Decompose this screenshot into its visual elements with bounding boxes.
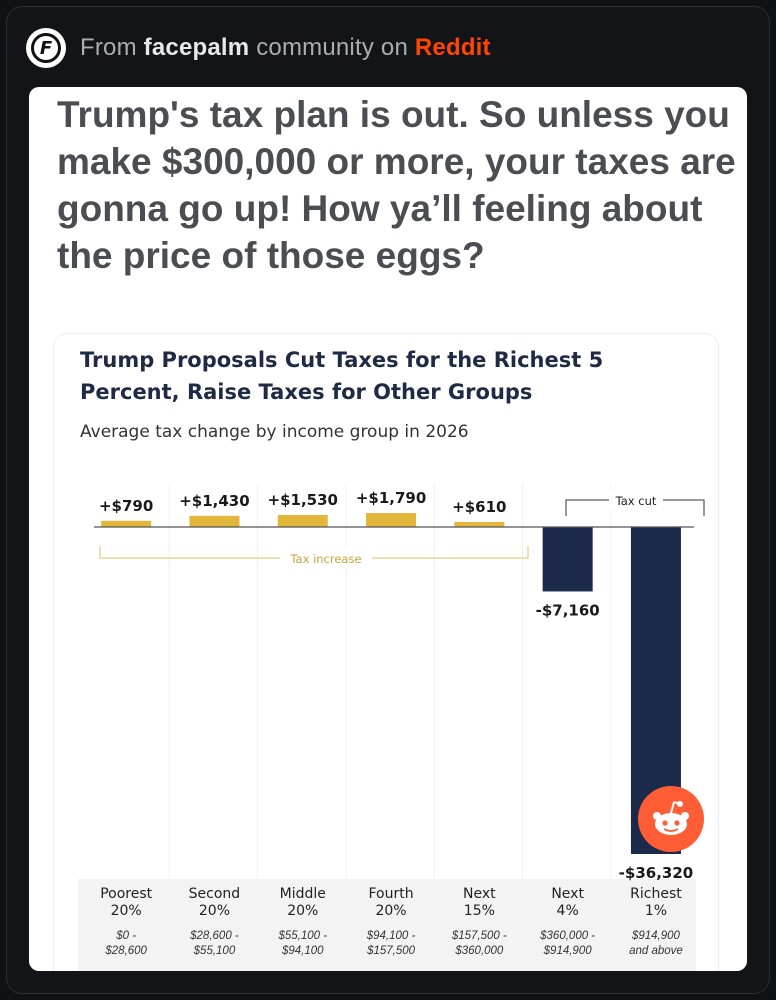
range-label: $55,100 - bbox=[277, 930, 327, 942]
community-link[interactable]: facepalm bbox=[143, 34, 250, 61]
category-label: 4% bbox=[557, 903, 579, 919]
bar bbox=[366, 513, 417, 527]
data-label: -$36,320 bbox=[619, 864, 694, 882]
bar bbox=[189, 515, 240, 527]
category-label: Second bbox=[189, 886, 241, 902]
category-label: Middle bbox=[280, 886, 326, 902]
post-title: Trump's tax plan is out. So unless you m… bbox=[57, 94, 736, 276]
range-label: $914,900 bbox=[543, 945, 593, 957]
range-label: $28,600 bbox=[104, 945, 147, 957]
post-header: F From facepalm community on Reddit bbox=[26, 28, 491, 68]
category-label: 20% bbox=[287, 903, 318, 919]
community-avatar[interactable]: F bbox=[26, 28, 66, 68]
platform-link[interactable]: Reddit bbox=[414, 34, 491, 61]
chart-title: Trump Proposals Cut Taxes for the Riches… bbox=[80, 348, 604, 404]
range-label: $55,100 bbox=[193, 945, 236, 957]
range-label: $157,500 bbox=[366, 945, 416, 957]
chart-subtitle: Average tax change by income group in 20… bbox=[80, 422, 469, 442]
category-band bbox=[78, 879, 696, 971]
range-label: $94,100 - bbox=[366, 930, 416, 942]
data-label: +$610 bbox=[452, 498, 506, 516]
data-label: +$1,530 bbox=[268, 491, 338, 509]
source-prefix: From bbox=[80, 34, 137, 61]
bar bbox=[542, 527, 593, 592]
bar bbox=[454, 522, 505, 527]
category-label: Richest bbox=[630, 886, 682, 902]
data-label: -$7,160 bbox=[536, 601, 600, 619]
post-card: Trump's tax plan is out. So unless you m… bbox=[29, 87, 747, 971]
category-label: Next bbox=[551, 886, 584, 902]
category-label: 1% bbox=[645, 903, 667, 919]
tax-cut-label-bg bbox=[609, 491, 663, 509]
tax-cut-label: Tax cut bbox=[615, 494, 657, 508]
range-label: $28,600 - bbox=[189, 930, 239, 942]
chart-panel: Trump Proposals Cut Taxes for the Riches… bbox=[53, 333, 719, 971]
bar bbox=[277, 515, 328, 527]
category-label: 15% bbox=[464, 903, 495, 919]
category-label: Fourth bbox=[368, 886, 413, 902]
data-label: +$1,430 bbox=[179, 492, 249, 510]
range-label: $360,000 - bbox=[539, 930, 595, 942]
reddit-snoo-icon[interactable] bbox=[640, 788, 702, 850]
category-label: Next bbox=[463, 886, 496, 902]
community-logo-icon: F bbox=[31, 33, 61, 63]
range-label: $360,000 bbox=[454, 945, 504, 957]
range-label: $157,500 - bbox=[451, 930, 507, 942]
range-label: $0 - bbox=[115, 930, 136, 942]
range-label: and above bbox=[629, 945, 683, 957]
data-label: +$790 bbox=[99, 497, 153, 515]
category-label: Poorest bbox=[100, 886, 152, 902]
source-middle: community on bbox=[256, 34, 408, 61]
category-label: 20% bbox=[111, 903, 142, 919]
tax-increase-label-bg bbox=[280, 549, 372, 567]
range-label: $94,100 bbox=[281, 945, 324, 957]
category-label: 20% bbox=[375, 903, 406, 919]
data-label: +$1,790 bbox=[356, 489, 426, 507]
tax-increase-label: Tax increase bbox=[289, 552, 361, 566]
bar bbox=[101, 520, 152, 527]
range-label: $914,900 bbox=[631, 930, 681, 942]
category-label: 20% bbox=[199, 903, 230, 919]
source-line: From facepalm community on Reddit bbox=[80, 34, 491, 62]
